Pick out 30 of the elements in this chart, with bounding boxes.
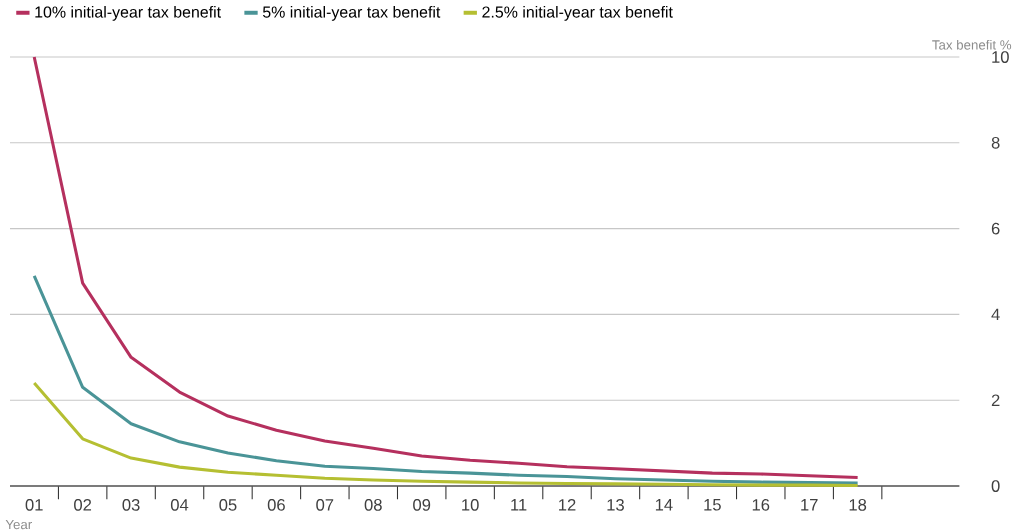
x-tick-label: 12 (559, 499, 576, 511)
x-tick-label: 01 (25, 499, 43, 511)
x-tick-label: 05 (219, 499, 237, 511)
x-tick-label: 06 (267, 499, 285, 511)
y-tick-label: 6 (991, 222, 1000, 235)
y-tick-label: 0 (991, 480, 1000, 492)
x-tick-label: 17 (801, 499, 818, 511)
x-tick-label: 09 (413, 499, 431, 511)
y-axis-title: Tax benefit % (932, 39, 1012, 50)
x-tick-label: 03 (122, 499, 140, 511)
x-tick-label: 02 (74, 499, 92, 511)
y-tick-label: 10 (992, 51, 1009, 63)
x-tick-label: 07 (316, 499, 334, 511)
x-tick-label: 18 (849, 499, 867, 511)
y-tick-label: 2 (991, 394, 1000, 406)
x-tick-label: 08 (364, 499, 382, 511)
x-tick-label: 16 (752, 499, 770, 511)
x-axis-title: Year (5, 519, 32, 530)
legend-label: 2.5% initial-year tax benefit (482, 6, 673, 21)
legend-label: 5% initial-year tax benefit (262, 6, 441, 21)
x-tick-label: 14 (655, 499, 673, 511)
y-tick-label: 8 (991, 136, 1000, 149)
x-tick-label: 15 (704, 499, 721, 511)
x-tick-label: 04 (170, 499, 189, 511)
legend-label: 10% initial-year tax benefit (35, 6, 221, 21)
line-series (32, 381, 860, 488)
x-tick-label: 11 (511, 499, 527, 511)
y-tick-label: 4 (991, 308, 1000, 321)
x-tick-label: 13 (607, 499, 624, 511)
x-tick-label: 10 (462, 499, 479, 511)
